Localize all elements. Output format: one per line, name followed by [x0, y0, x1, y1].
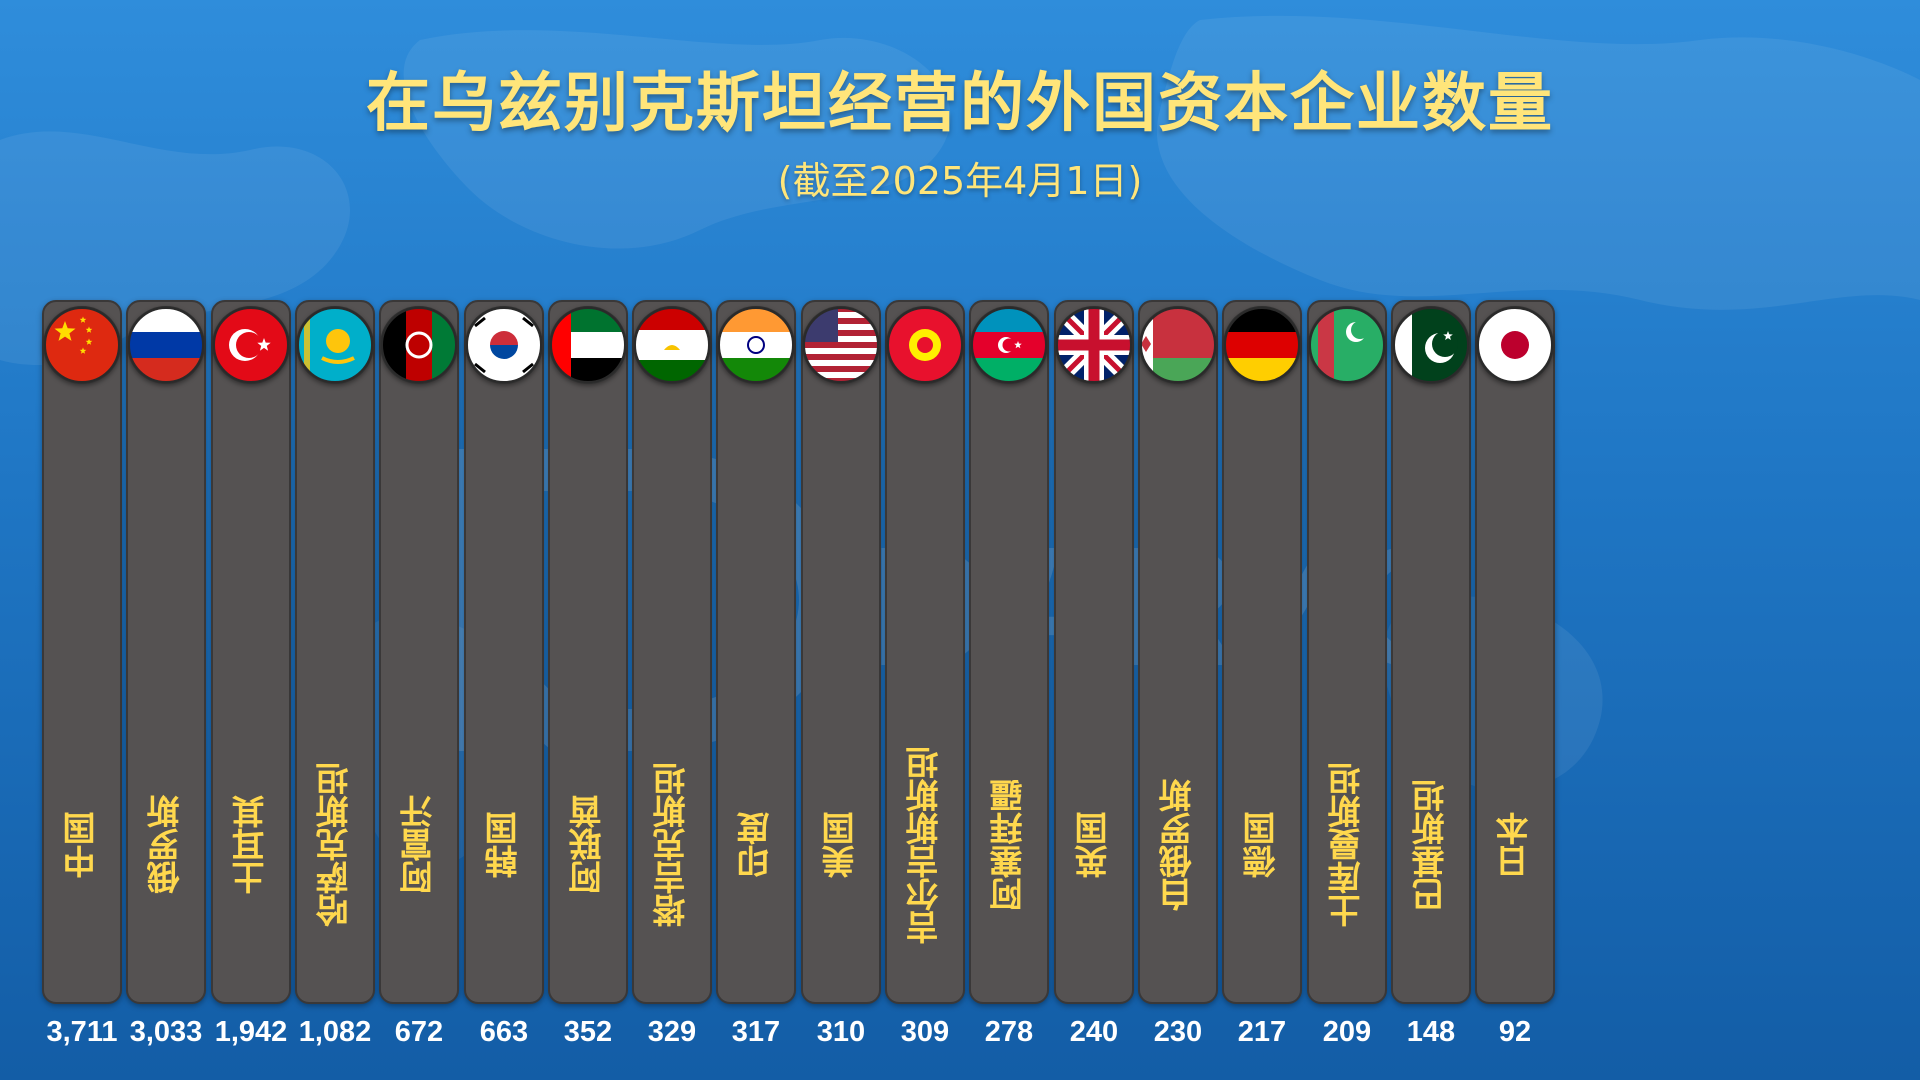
category-label: 巴基斯坦	[1411, 779, 1450, 911]
category-label: 土库曼斯坦	[1327, 762, 1366, 928]
bar	[801, 300, 881, 1004]
value-label: 663	[479, 1016, 529, 1048]
value-label: 148	[1406, 1016, 1456, 1048]
category-label: 日本	[1495, 812, 1534, 878]
bar	[1054, 300, 1134, 1004]
category-label: 韩国	[484, 812, 523, 878]
category-label: 塔吉克斯坦	[652, 762, 691, 928]
bar	[42, 300, 122, 1004]
bar	[969, 300, 1049, 1004]
tajikistan-flag-icon	[633, 306, 711, 384]
bar	[632, 300, 712, 1004]
value-label: 672	[394, 1016, 444, 1048]
bar	[548, 300, 628, 1004]
value-label: 3,711	[46, 1016, 118, 1048]
bar	[885, 300, 965, 1004]
bar	[379, 300, 459, 1004]
value-label: 92	[1498, 1016, 1532, 1048]
value-label: 310	[816, 1016, 866, 1048]
category-label: 俄罗斯	[146, 795, 185, 895]
value-label: 1,942	[214, 1016, 288, 1048]
value-label: 1,082	[298, 1016, 372, 1048]
category-label: 印度	[736, 812, 775, 878]
india-flag-icon	[717, 306, 795, 384]
kyrgyzstan-flag-icon	[886, 306, 964, 384]
pakistan-flag-icon	[1392, 306, 1470, 384]
japan-flag-icon	[1476, 306, 1554, 384]
category-label: 哈萨克斯坦	[315, 762, 354, 928]
category-label: 中国	[62, 812, 101, 878]
bar	[1138, 300, 1218, 1004]
bar	[211, 300, 291, 1004]
russia-flag-icon	[127, 306, 205, 384]
value-label: 240	[1069, 1016, 1119, 1048]
bar	[716, 300, 796, 1004]
value-label: 217	[1237, 1016, 1287, 1048]
category-label: 美国	[821, 812, 860, 878]
category-label: 英国	[1074, 812, 1113, 878]
uae-flag-icon	[549, 306, 627, 384]
afghanistan-flag-icon	[380, 306, 458, 384]
value-label: 309	[900, 1016, 950, 1048]
uk-flag-icon	[1055, 306, 1133, 384]
turkey-flag-icon	[212, 306, 290, 384]
south-korea-flag-icon	[465, 306, 543, 384]
belarus-flag-icon	[1139, 306, 1217, 384]
bar	[464, 300, 544, 1004]
kazakhstan-flag-icon	[296, 306, 374, 384]
value-label: 3,033	[129, 1016, 203, 1048]
bar	[1391, 300, 1471, 1004]
chart-subtitle: (截至2025年4月1日)	[777, 159, 1143, 203]
value-label: 317	[731, 1016, 781, 1048]
value-label: 329	[647, 1016, 697, 1048]
value-label: 209	[1322, 1016, 1372, 1048]
turkmenistan-flag-icon	[1308, 306, 1386, 384]
chart-title: 在乌兹别克斯坦经营的外国资本企业数量	[366, 67, 1554, 141]
category-label: 阿富汗	[399, 795, 438, 895]
azerbaijan-flag-icon	[970, 306, 1048, 384]
china-flag-icon	[43, 306, 121, 384]
category-label: 白俄罗斯	[1158, 779, 1197, 911]
germany-flag-icon	[1223, 306, 1301, 384]
bar	[1475, 300, 1555, 1004]
bar	[1222, 300, 1302, 1004]
category-label: 吉尔吉斯斯坦	[905, 746, 944, 944]
value-label: 278	[984, 1016, 1034, 1048]
category-label: 土耳其	[231, 795, 270, 895]
bar	[1307, 300, 1387, 1004]
bar	[126, 300, 206, 1004]
category-label: 阿塞拜疆	[989, 779, 1028, 911]
value-label: 230	[1153, 1016, 1203, 1048]
category-label: 阿联酋	[568, 795, 607, 895]
usa-flag-icon	[802, 306, 880, 384]
bar	[295, 300, 375, 1004]
category-label: 德国	[1242, 812, 1281, 878]
value-label: 352	[563, 1016, 613, 1048]
